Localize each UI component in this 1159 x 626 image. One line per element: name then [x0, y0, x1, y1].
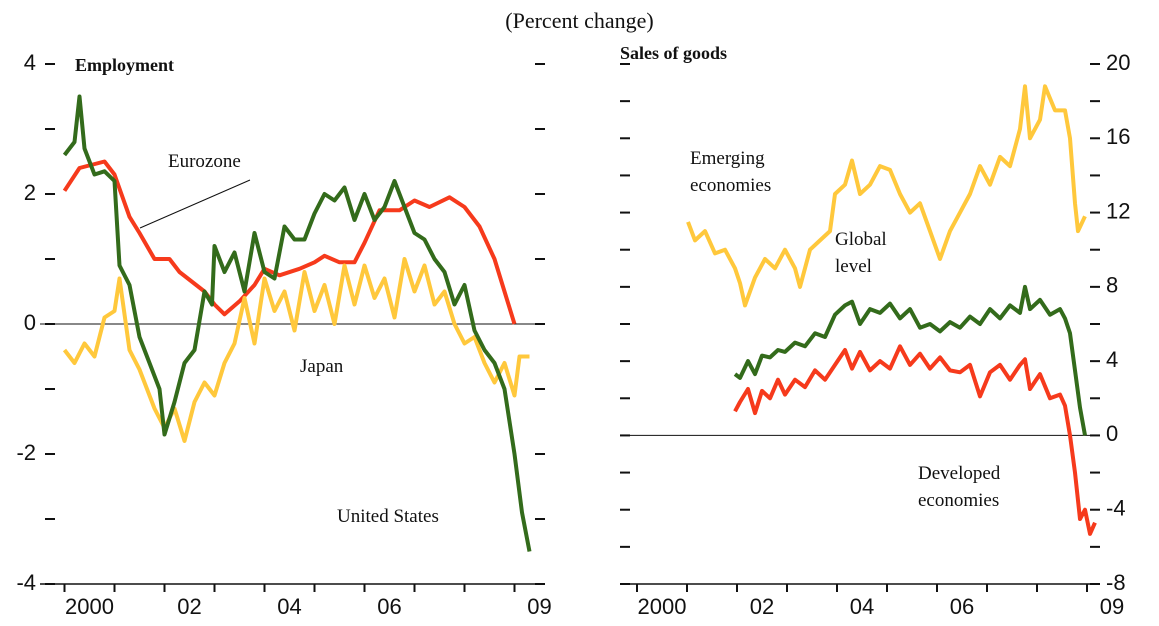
- series-line: [686, 84, 1087, 308]
- chart-title: Sales of goods: [620, 43, 728, 63]
- series-label: Eurozone: [168, 151, 241, 172]
- x-tick-label: 02: [750, 594, 774, 619]
- series-label: Developed economies: [918, 463, 1001, 511]
- y-tick-label: 4: [24, 50, 36, 75]
- y-tick-label: 4: [1106, 347, 1118, 372]
- series-line: [733, 284, 1087, 436]
- x-tick-label: 09: [527, 594, 551, 619]
- y-tick-label: 2: [24, 180, 36, 205]
- series-label: United States: [337, 506, 439, 527]
- y-tick-label: 20: [1106, 50, 1130, 75]
- x-tick-label: 04: [850, 594, 874, 619]
- x-tick-label: 09: [1100, 594, 1124, 619]
- chart-title: Employment: [75, 55, 174, 75]
- x-tick-label: 06: [950, 594, 974, 619]
- x-tick-label: 2000: [638, 594, 687, 619]
- y-tick-label: 8: [1106, 273, 1118, 298]
- series-line: [62, 94, 532, 552]
- series-label: Global level: [835, 229, 887, 277]
- series-label: Emerging economies: [690, 148, 772, 196]
- series-label: Japan: [300, 356, 344, 377]
- subtitle: (Percent change): [505, 8, 654, 33]
- y-tick-label: 0: [24, 310, 36, 335]
- x-tick-label: 04: [277, 594, 301, 619]
- y-tick-label: -4: [16, 570, 36, 595]
- series-line: [62, 159, 517, 325]
- y-tick-label: -8: [1106, 570, 1126, 595]
- x-tick-label: 02: [177, 594, 201, 619]
- y-tick-label: 16: [1106, 124, 1130, 149]
- y-tick-label: 0: [1106, 421, 1118, 446]
- y-tick-label: -4: [1106, 496, 1126, 521]
- x-tick-label: 06: [377, 594, 401, 619]
- leader-line: [139, 179, 251, 229]
- x-tick-label: 2000: [65, 594, 114, 619]
- series-line: [733, 344, 1097, 536]
- y-tick-label: 12: [1106, 198, 1130, 223]
- y-tick-label: -2: [16, 440, 36, 465]
- series-line: [62, 257, 530, 443]
